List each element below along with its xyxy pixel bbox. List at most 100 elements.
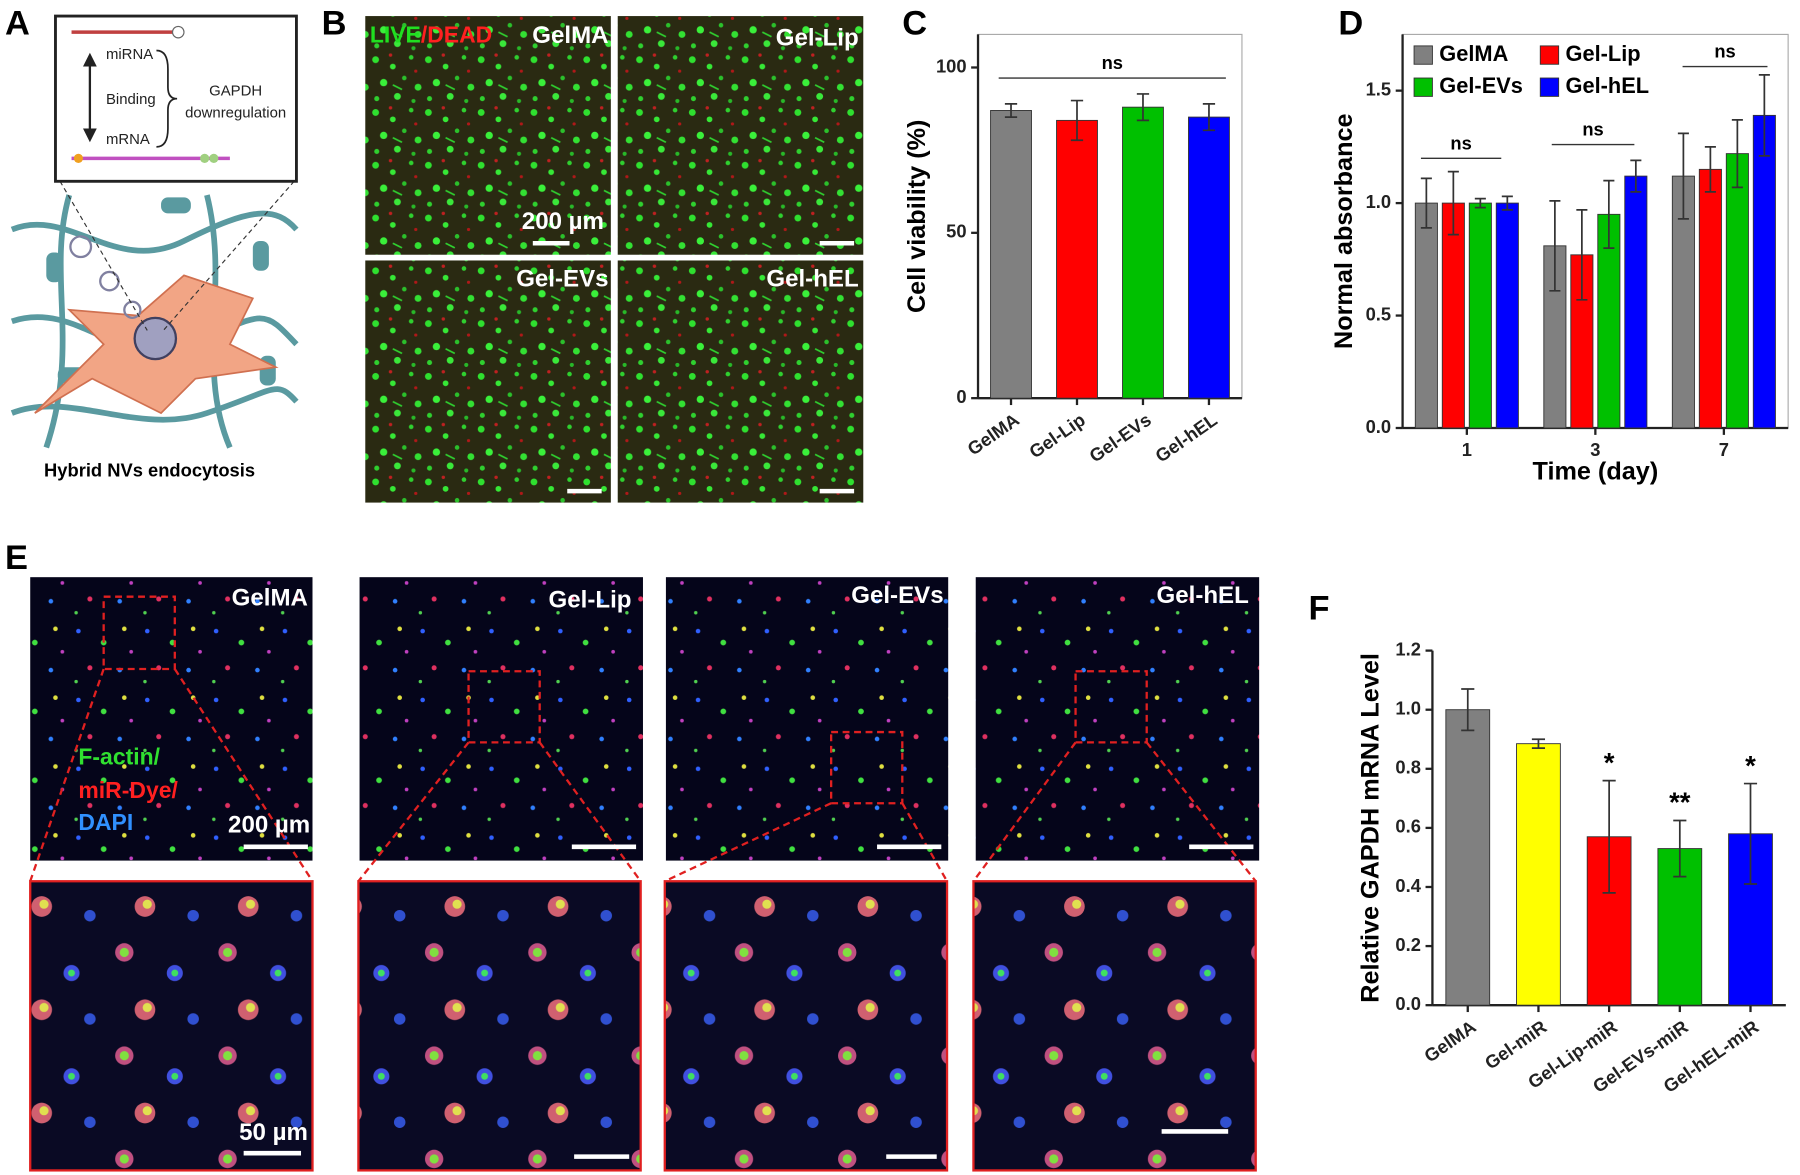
- bar: [1122, 106, 1164, 399]
- error-bar: [1603, 179, 1615, 249]
- scale-bar-label: 200 µm: [228, 812, 310, 839]
- error-bar: [1673, 819, 1687, 878]
- annotation: downregulation: [185, 106, 286, 122]
- legend-label: GelMA: [1439, 41, 1508, 66]
- bar: [1441, 202, 1465, 429]
- zoom-panels: [29, 880, 1257, 1172]
- panel-label: D: [1338, 4, 1363, 42]
- y-tick-label: 100: [936, 55, 967, 76]
- caption: Hybrid NVs endocytosis: [44, 459, 255, 480]
- error-bar: [1461, 688, 1475, 732]
- group-label: Gel-EVs: [851, 582, 943, 609]
- illustration: [10, 14, 299, 449]
- group-label: Gel-hEL: [1157, 582, 1249, 609]
- significance: **: [1669, 787, 1691, 818]
- y-tick-label: 0.0: [1366, 416, 1392, 437]
- significance: *: [1745, 750, 1756, 781]
- y-tick-label: 1.2: [1395, 638, 1421, 659]
- bar: [1725, 153, 1749, 429]
- y-tick-label: 0.6: [1395, 816, 1421, 837]
- y-tick-label: 50: [946, 221, 966, 242]
- x-tick-label: Gel-Lip: [1025, 409, 1089, 462]
- annotation: mRNA: [106, 132, 150, 148]
- bar: [990, 110, 1032, 399]
- error-bar: [1731, 119, 1743, 189]
- stain-label: LIVE/DEAD: [370, 22, 492, 48]
- error-bar: [1704, 146, 1716, 193]
- annotation: Binding: [106, 92, 156, 108]
- error-bar: [1501, 195, 1513, 211]
- bar: [1516, 743, 1561, 1006]
- group-label: GelMA: [232, 584, 308, 611]
- y-tick-label: 1.5: [1366, 78, 1392, 99]
- x-tick-label: 1: [1462, 439, 1472, 460]
- error-bar: [1677, 132, 1689, 220]
- annotation: ns: [1450, 132, 1471, 153]
- legend-swatch: [1413, 77, 1433, 97]
- bar: [1188, 116, 1230, 399]
- micrographs: [365, 16, 864, 503]
- error-bar: [1420, 177, 1432, 229]
- stain: LIVE: [370, 22, 421, 48]
- bar: [1752, 114, 1776, 429]
- stain: /DEAD: [421, 22, 492, 48]
- error-bar: [1202, 103, 1216, 132]
- error-bar: [1070, 99, 1084, 142]
- bar: [1445, 709, 1491, 1006]
- group-label: Gel-EVs: [516, 265, 608, 292]
- y-axis-label: Cell viability (%): [903, 120, 931, 314]
- panel-label: B: [322, 4, 347, 42]
- y-tick-label: 0.5: [1366, 303, 1392, 324]
- y-tick-label: 0: [956, 386, 966, 407]
- group-label: Gel-Lip: [549, 587, 632, 614]
- bar: [1056, 119, 1098, 399]
- y-tick-label: 1.0: [1366, 191, 1392, 212]
- error-bar: [1576, 208, 1588, 301]
- x-tick-label: 3: [1590, 439, 1600, 460]
- legend-swatch: [1539, 45, 1560, 65]
- x-axis-label: Time (day): [1532, 457, 1658, 485]
- stain-label: F-actin/: [78, 744, 160, 770]
- significance: *: [1604, 747, 1615, 778]
- y-tick-label: 0.8: [1395, 757, 1421, 778]
- annotation: ns: [1582, 119, 1603, 140]
- group-label: GelMA: [532, 22, 608, 49]
- error-bar: [1549, 199, 1561, 292]
- error-bar: [1630, 159, 1642, 193]
- x-tick-label: Gel-EVs: [1085, 409, 1155, 467]
- y-axis-label: Relative GAPDH mRNA Level: [1356, 653, 1384, 1003]
- annotation: ns: [1714, 41, 1735, 62]
- annotation: GAPDH: [209, 84, 262, 100]
- panel-label: F: [1308, 590, 1329, 628]
- scale-bars: [243, 844, 1254, 1159]
- stain-label: miR-Dye/: [78, 777, 178, 803]
- panel-label: E: [5, 539, 28, 577]
- legend-label: Gel-EVs: [1439, 73, 1523, 98]
- y-tick-label: 1.0: [1395, 698, 1421, 719]
- error-bar: [1531, 738, 1546, 749]
- error-bar: [1136, 93, 1150, 122]
- legend-swatch: [1413, 45, 1433, 65]
- error-bar: [1758, 74, 1770, 157]
- micrographs: [30, 577, 1260, 861]
- legend-label: Gel-Lip: [1566, 41, 1641, 66]
- scale-bar-label: 50 µm: [239, 1119, 308, 1146]
- error-bar: [1474, 197, 1486, 209]
- legend-swatch: [1539, 77, 1560, 97]
- y-axis-label: Normal absorbance: [1330, 113, 1358, 349]
- bar: [1414, 202, 1438, 429]
- annotation: ns: [1102, 52, 1123, 73]
- error-bar: [1743, 782, 1758, 885]
- stain-label: DAPI: [78, 809, 133, 835]
- scale-bar-label: 200 µm: [522, 208, 604, 235]
- x-tick-label: GelMA: [1420, 1016, 1480, 1067]
- error-bar: [1447, 170, 1459, 236]
- error-bar: [1602, 779, 1616, 894]
- panel-label: C: [902, 4, 927, 42]
- x-tick-label: Gel-hEL: [1151, 409, 1221, 467]
- error-bar: [1004, 103, 1018, 118]
- panel-label: A: [5, 4, 30, 42]
- y-tick-label: 0.4: [1395, 875, 1421, 896]
- bar: [1698, 168, 1722, 429]
